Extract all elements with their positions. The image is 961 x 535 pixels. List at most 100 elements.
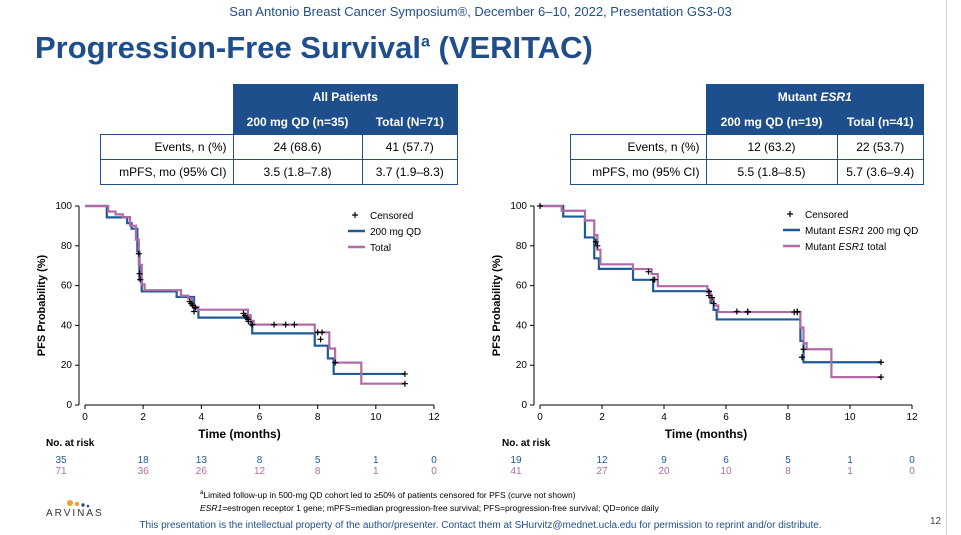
x-tick-label: 12 (906, 412, 918, 423)
logo-wordmark: ARVINAS (46, 508, 104, 519)
censor-mark (710, 300, 717, 307)
risk-count: 12 (254, 466, 266, 477)
censor-mark (705, 292, 712, 299)
footnote-abbreviations: ESR1=estrogen receptor 1 gene; mPFS=medi… (200, 503, 659, 513)
risk-count: 12 (596, 455, 608, 466)
y-tick-label: 60 (516, 281, 528, 292)
row-label: mPFS, mo (95% CI) (570, 159, 707, 185)
y-tick-label: 0 (66, 400, 72, 411)
risk-count: 27 (596, 466, 608, 477)
risk-table-label: No. at risk (502, 438, 551, 449)
x-tick-label: 12 (428, 412, 440, 423)
censor-mark (798, 354, 805, 361)
table-col-header: 200 mg QD (n=35) (232, 109, 363, 135)
y-tick-label: 40 (61, 320, 73, 331)
censor-mark (744, 309, 751, 316)
risk-table-label: No. at risk (46, 438, 95, 449)
y-axis-title: PFS Probability (%) (491, 254, 503, 356)
censor-mark (319, 329, 326, 336)
risk-count: 1 (847, 466, 853, 477)
km-curve-series-1 (85, 204, 405, 376)
censor-mark (537, 203, 543, 209)
km-curve-series-2 (540, 204, 881, 379)
censor-mark (244, 316, 251, 323)
x-tick-label: 4 (661, 412, 667, 423)
censor-mark (594, 242, 601, 249)
risk-count: 19 (510, 455, 522, 466)
table-group-header: All Patients (232, 84, 458, 110)
slide-title: Progression-Free Survivala (VERITAC) (35, 30, 593, 65)
censor-mark (651, 276, 658, 283)
risk-count: 10 (720, 466, 732, 477)
table-group-header: Mutant ESR1 (705, 84, 924, 110)
risk-count: 0 (909, 455, 915, 466)
x-tick-label: 2 (140, 412, 146, 423)
row-label: mPFS, mo (95% CI) (100, 159, 234, 185)
legend-censored-label: Censored (805, 210, 848, 221)
risk-count: 20 (658, 466, 670, 477)
risk-count: 0 (431, 455, 437, 466)
copyright-note: This presentation is the intellectual pr… (139, 520, 822, 531)
censor-mark (191, 308, 198, 315)
risk-count: 8 (315, 466, 321, 477)
y-tick-label: 20 (516, 360, 528, 371)
censor-mark (733, 308, 740, 315)
censor-mark (592, 238, 599, 245)
table-cell: 5.5 (1.8–8.5) (705, 159, 838, 185)
y-tick-label: 40 (516, 320, 528, 331)
risk-count: 18 (138, 455, 150, 466)
page-number: 12 (930, 516, 942, 527)
table-row: mPFS, mo (95% CI) 3.5 (1.8–7.8) 3.7 (1.9… (100, 159, 458, 185)
legend-label: 200 mg QD (370, 227, 421, 238)
censor-mark (645, 268, 652, 275)
risk-count: 5 (315, 455, 321, 466)
risk-count: 13 (196, 455, 208, 466)
table-cell: 22 (53.7) (836, 134, 924, 160)
x-axis-title: Time (months) (198, 427, 280, 441)
risk-count: 35 (55, 455, 67, 466)
risk-count: 1 (847, 455, 853, 466)
censor-mark (800, 346, 807, 353)
x-tick-label: 8 (785, 412, 791, 423)
censor-mark (291, 321, 298, 328)
x-tick-label: 10 (370, 412, 382, 423)
legend-censor-mark (787, 211, 793, 217)
censor-mark (709, 294, 716, 301)
y-tick-label: 60 (61, 281, 73, 292)
censor-mark (186, 298, 193, 305)
x-axis-title: Time (months) (665, 427, 747, 441)
censor-mark (794, 309, 801, 316)
censor-mark (401, 370, 408, 377)
censor-mark (135, 250, 142, 257)
censor-mark (192, 304, 199, 311)
risk-count: 6 (723, 455, 729, 466)
x-tick-label: 8 (315, 412, 321, 423)
row-label: Events, n (%) (100, 134, 234, 160)
legend-censored-label: Censored (370, 211, 413, 222)
y-axis-title: PFS Probability (%) (36, 254, 48, 356)
y-tick-label: 100 (510, 201, 527, 212)
table-cell: 24 (68.6) (232, 134, 363, 160)
legend-censor-mark (352, 212, 358, 218)
risk-count: 8 (257, 455, 263, 466)
x-tick-label: 4 (199, 412, 205, 423)
censor-mark (878, 359, 884, 366)
arvinas-logo-icon (67, 500, 90, 508)
table-cell: 12 (63.2) (705, 134, 838, 160)
y-tick-label: 100 (55, 201, 72, 212)
y-tick-label: 80 (516, 241, 528, 252)
y-tick-label: 20 (61, 360, 73, 371)
legend-label: Mutant ESR1 200 mg QD (805, 226, 918, 237)
y-tick-label: 80 (61, 241, 73, 252)
x-tick-label: 6 (723, 412, 729, 423)
table-col-header: 200 mg QD (n=19) (705, 109, 838, 135)
risk-count: 0 (431, 466, 437, 477)
risk-count: 8 (785, 466, 791, 477)
risk-count: 0 (909, 466, 915, 477)
y-tick-label: 0 (521, 400, 527, 411)
censor-mark (317, 336, 324, 343)
risk-count: 9 (661, 455, 667, 466)
censor-mark (249, 321, 256, 328)
legend-label: Mutant ESR1 total (805, 242, 886, 253)
